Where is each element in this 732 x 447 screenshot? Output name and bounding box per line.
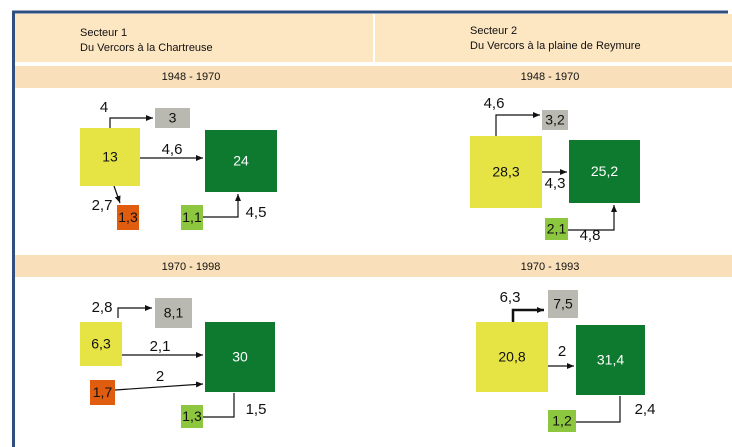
node-box [155,298,192,328]
flow-label: 2,8 [92,299,113,316]
node-label: 1,2 [552,413,572,429]
flow-label: 2 [558,343,566,360]
sector-name: Secteur 1 [80,27,127,39]
flow-label: 4,3 [545,175,566,192]
node-box [117,205,139,230]
flow-label: 4 [100,99,108,116]
arrow [114,381,204,391]
arrow [203,194,241,218]
flow-label: 1,5 [246,401,267,418]
sector-name: Secteur 2 [470,25,517,37]
node-box [548,410,576,432]
node-label: 28,3 [492,164,519,180]
flow-label: 2,1 [150,338,171,355]
node-box [569,140,640,203]
arrow [109,115,153,128]
node-box [548,290,578,318]
node-label: 1,3 [182,408,202,424]
flow-label: 6,3 [500,289,521,306]
node-label: 1,3 [118,209,138,225]
node-label: 6,3 [91,336,111,352]
period-label: 1970 - 1998 [162,261,221,273]
node-box [80,128,140,186]
period-label: 1970 - 1993 [521,261,580,273]
flow-label: 2 [156,368,164,385]
node-label: 31,4 [597,352,624,368]
period-label: 1948 - 1970 [521,71,580,83]
flow-label: 4,8 [580,227,601,244]
node-box [80,322,122,366]
node-box [470,136,542,208]
period-label: 1948 - 1970 [162,71,221,83]
node-label: 13 [102,149,118,165]
node-label: 20,8 [498,349,525,365]
flow-label: 2,7 [92,197,113,214]
node-box [181,205,203,230]
node-label: 2,1 [547,221,567,237]
arrow [495,112,540,136]
node-box [181,405,203,428]
node-box [576,325,645,395]
node-label: 24 [233,153,249,169]
arrow [576,396,621,423]
period-band [14,66,732,88]
arrow [568,205,617,231]
node-box [205,130,277,192]
period-band [14,255,732,277]
node-label: 3,2 [545,112,565,128]
node-label: 30 [232,349,248,365]
node-box [545,218,568,240]
node-label: 7,5 [553,296,573,312]
flow-label: 4,6 [162,141,183,158]
arrow [113,185,121,204]
node-box [476,322,548,392]
flow-label: 4,5 [246,204,267,221]
flow-label: 4,6 [484,95,505,112]
node-box [205,322,275,392]
arrows [109,112,621,423]
node-label: 1,7 [93,384,113,400]
arrow [203,393,235,418]
sector-subtitle: Du Vercors à la plaine de Reymure [470,40,641,52]
node-box [542,110,568,130]
node-label: 1,1 [182,209,202,225]
node-label: 25,2 [591,163,618,179]
sector-subtitle: Du Vercors à la Chartreuse [80,42,213,54]
node-label: 8,1 [164,305,184,321]
arrow [117,305,152,318]
node-box [90,380,115,405]
node-label: 3 [169,110,177,126]
flow-label: 2,4 [635,401,656,418]
node-box [155,108,190,128]
